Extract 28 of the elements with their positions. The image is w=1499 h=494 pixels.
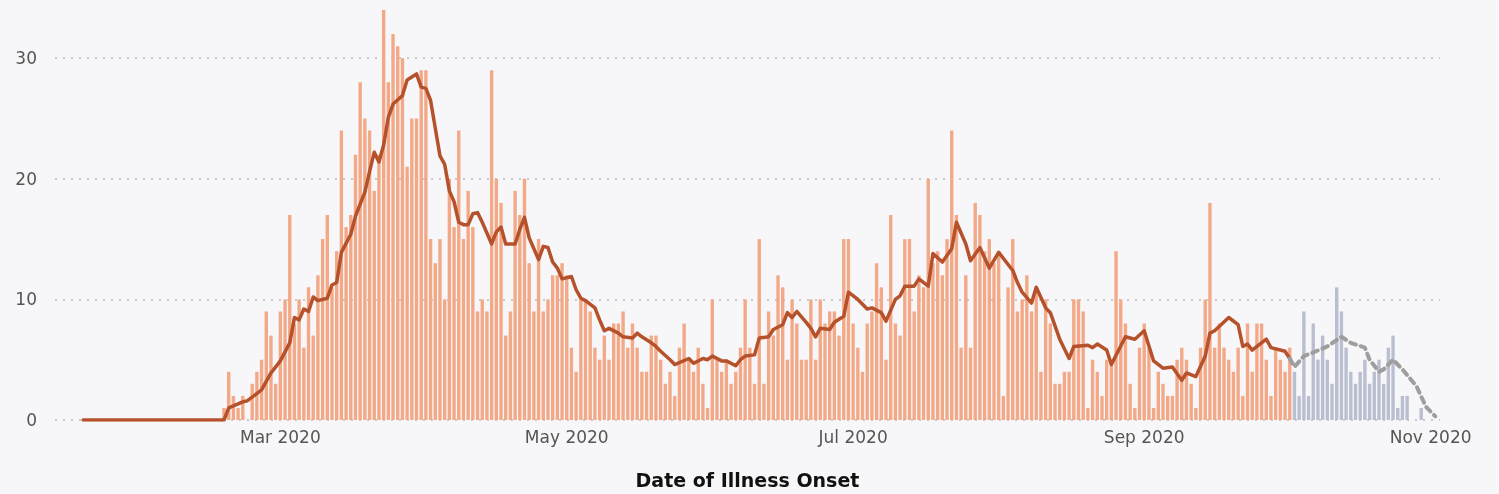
x-tick-label: Mar 2020 xyxy=(239,426,321,447)
bar xyxy=(1114,251,1118,420)
bar xyxy=(513,190,517,420)
bar xyxy=(1208,202,1212,420)
y-tick-label: 0 xyxy=(26,410,37,430)
bar xyxy=(668,371,672,420)
x-tick-label: Sep 2020 xyxy=(1103,426,1185,447)
bar xyxy=(560,263,564,420)
bar xyxy=(621,311,625,420)
bar xyxy=(1391,335,1395,420)
bar xyxy=(391,34,395,420)
bar xyxy=(790,299,794,420)
line-series xyxy=(81,72,1292,422)
bar xyxy=(1255,323,1259,420)
x-tick-label: Nov 2020 xyxy=(1389,426,1472,447)
y-tick-label: 10 xyxy=(15,289,37,310)
x-axis-title: Date of Illness Onset xyxy=(635,468,860,491)
y-tick-label: 20 xyxy=(15,168,37,189)
line-series xyxy=(1287,334,1438,419)
x-tick-label: Jul 2020 xyxy=(817,426,888,447)
bar xyxy=(654,335,658,420)
bar xyxy=(424,70,428,420)
bar xyxy=(438,239,442,420)
bar xyxy=(1377,359,1381,420)
bar xyxy=(776,275,780,420)
y-tick-label: 30 xyxy=(15,48,37,69)
bar xyxy=(1405,395,1409,420)
x-tick-label: May 2020 xyxy=(524,426,609,447)
